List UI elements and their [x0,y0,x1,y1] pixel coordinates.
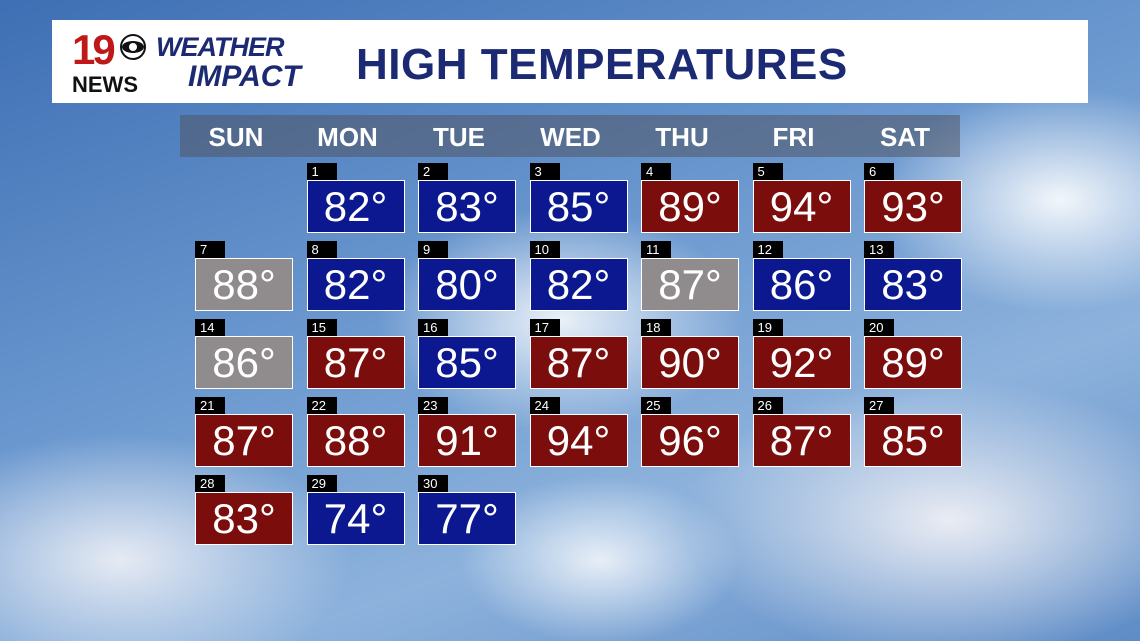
day-number: 6 [864,163,894,180]
logo-station: NEWS [72,72,138,97]
weekday: THU [655,122,709,152]
day-number: 21 [195,397,225,414]
temperature: 85° [418,336,516,389]
day-number: 20 [864,319,894,336]
weekday: SAT [879,122,931,152]
temperature: 89° [641,180,739,233]
day-number: 1 [306,163,337,180]
day-number: 19 [752,319,783,336]
temperature: 82° [529,258,628,311]
temperature: 93° [864,180,962,233]
day-number: 26 [752,397,783,414]
day-number: 27 [864,397,894,414]
temperature: 87° [306,336,405,389]
temperature: 86° [195,336,293,389]
temperature: 87° [752,414,851,467]
brand-top: WEATHER [156,32,284,62]
day-number: 11 [641,241,671,258]
day-number: 25 [641,397,671,414]
temperature: 94° [529,414,628,467]
day-number: 8 [306,241,337,258]
temperature: 83° [418,180,516,233]
temperature: 82° [306,258,405,311]
banner: 19 NEWS WEATHER IMPACT HIGH TEMPERATURES [52,20,1088,103]
temperature: 88° [306,414,405,467]
temperature: 89° [864,336,962,389]
weekday: FRI [772,122,815,152]
weekday: TUE [433,122,485,152]
day-number: 23 [418,397,448,414]
temperature: 87° [641,258,739,311]
day-number: 22 [306,397,337,414]
logo-number: 19 [72,26,116,73]
temperature: 83° [195,492,293,545]
title: HIGH TEMPERATURES [356,40,848,89]
temperature: 80° [418,258,516,311]
temperature: 74° [306,492,405,545]
temperature: 86° [752,258,851,311]
temperature: 82° [306,180,405,233]
temperature: 87° [529,336,628,389]
temperature: 83° [864,258,962,311]
weekday-bar [180,115,960,157]
day-number: 18 [641,319,671,336]
day-number: 14 [195,319,225,336]
temperature: 94° [752,180,851,233]
temperature: 91° [418,414,516,467]
day-number: 28 [195,475,225,492]
day-number: 9 [418,241,448,258]
temperature: 77° [418,492,516,545]
temperature: 92° [752,336,851,389]
weekday: WED [540,122,601,152]
day-number: 29 [306,475,337,492]
temperature: 87° [195,414,293,467]
day-number: 4 [641,163,671,180]
day-number: 3 [529,163,560,180]
brand-bottom: IMPACT [188,60,301,93]
day-number: 10 [529,241,560,258]
temperature: 85° [529,180,628,233]
day-number: 24 [529,397,560,414]
day-number: 7 [195,241,225,258]
cbs-eye [120,34,146,60]
weekday: SUN [208,122,264,152]
temperature: 96° [641,414,739,467]
day-number: 16 [418,319,448,336]
day-number: 30 [418,475,448,492]
day-number: 12 [752,241,783,258]
temperature: 85° [864,414,962,467]
day-number: 5 [752,163,783,180]
weekday: MON [317,122,378,152]
temperature: 88° [195,258,293,311]
temperature: 90° [641,336,739,389]
day-number: 2 [418,163,448,180]
day-number: 13 [864,241,894,258]
day-number: 17 [529,319,560,336]
day-number: 15 [306,319,337,336]
